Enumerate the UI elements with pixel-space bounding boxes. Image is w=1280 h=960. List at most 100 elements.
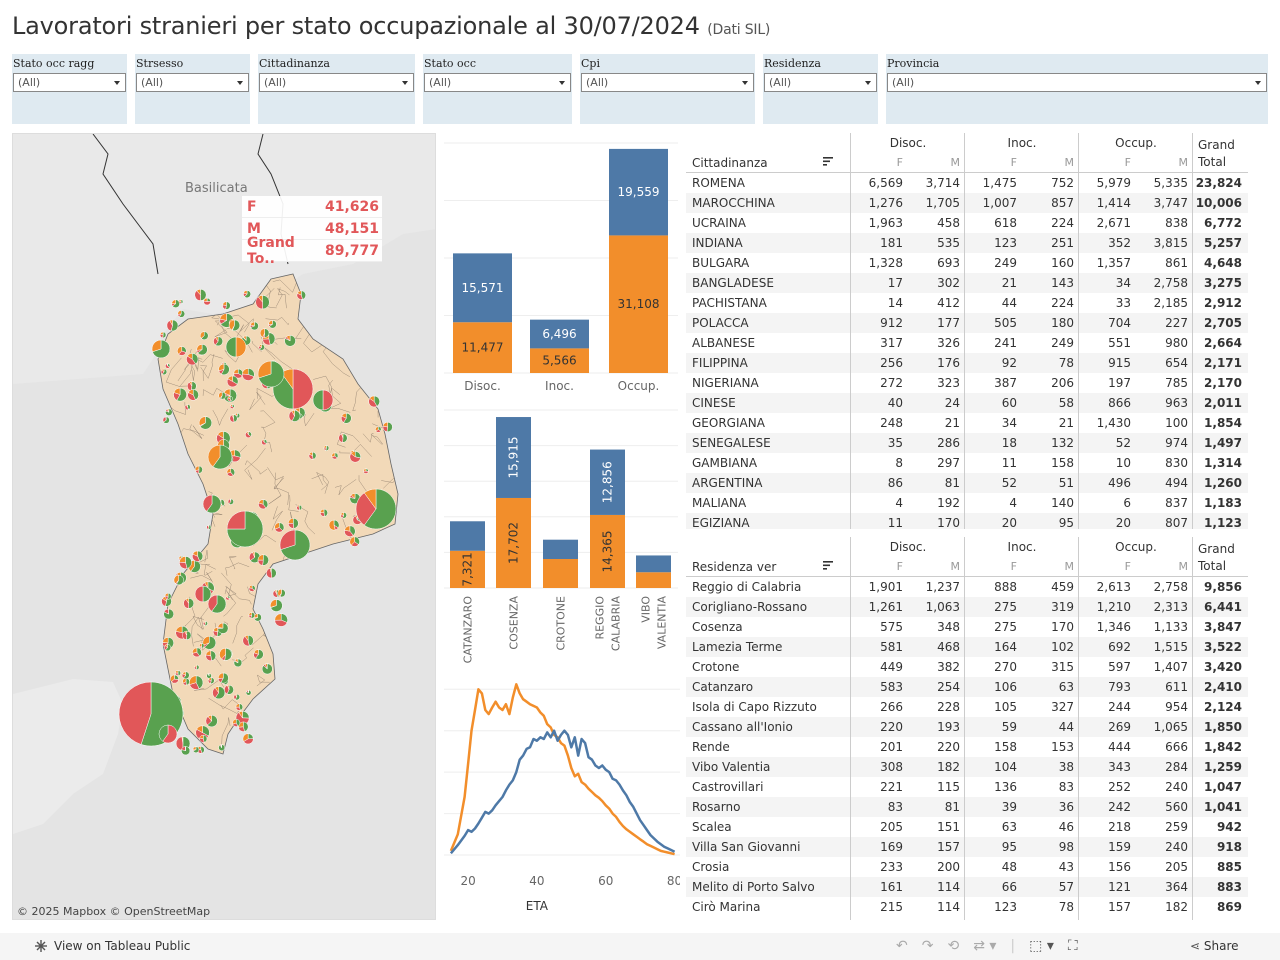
table-row[interactable]: Rende 201 220 158 153 444 666 1,842 [686,737,1248,757]
pie-marker[interactable] [178,299,184,304]
pie-marker[interactable] [344,525,356,537]
eta-line-chart[interactable]: 20 40 60 80 ETA [444,675,682,920]
share-button[interactable]: ⋖ Share [1190,939,1239,953]
pie-marker[interactable] [248,584,256,592]
pie-marker[interactable] [277,589,286,598]
map-view[interactable]: Basilicata F 41,626 M 48,151 Grand To.. 89,… [12,133,436,920]
pie-marker[interactable] [238,721,249,732]
pie-marker[interactable] [312,389,334,411]
pie-marker[interactable] [165,363,171,369]
pie-marker[interactable] [296,290,306,300]
pie-marker[interactable] [171,299,180,308]
pie-marker[interactable] [196,344,208,356]
pie-marker[interactable] [165,408,173,416]
table-row[interactable]: FILIPPINA 256 176 92 78 915 654 2,171 [686,353,1248,373]
pie-marker[interactable] [355,488,397,530]
table-row[interactable]: UCRAINA 1,963 458 618 224 2,671 838 6,772 [686,213,1248,233]
pie-marker[interactable] [192,550,204,562]
pie-marker[interactable] [206,524,212,530]
pie-marker[interactable] [257,360,285,388]
pie-marker[interactable] [274,522,285,533]
pie-marker[interactable] [245,431,252,438]
pie-marker[interactable] [250,321,259,331]
download-icon[interactable]: ⬚ ▾ [1029,938,1054,954]
pie-marker[interactable] [222,301,231,310]
pie-marker[interactable] [194,288,207,301]
line-series-f[interactable] [449,683,675,856]
fullscreen-icon[interactable]: ⛶ [1067,938,1078,954]
bar-f[interactable] [609,235,668,373]
pie-marker[interactable] [177,310,186,318]
pie-marker[interactable] [163,608,174,620]
pie-marker[interactable] [242,635,254,647]
bar-f[interactable] [496,497,531,588]
pie-marker[interactable] [253,649,264,660]
view-on-tableau-link[interactable]: View on Tableau Public [34,939,190,953]
filter-dropdown[interactable]: (All) [13,73,126,92]
pie-marker[interactable] [212,686,226,700]
pie-marker[interactable] [287,518,299,529]
pie-marker[interactable] [272,368,314,410]
column-header-dimension[interactable]: Residenza ver [692,560,777,574]
table-row[interactable]: Crotone 449 382 270 315 597 1,407 3,420 [686,657,1248,677]
pie-marker[interactable] [163,644,171,652]
pie-marker[interactable] [229,414,238,423]
pie-marker[interactable] [189,675,204,690]
pie-marker[interactable] [206,673,212,679]
map-canvas[interactable] [13,134,436,920]
column-header-dimension[interactable]: Cittadinanza [692,156,768,170]
pie-marker[interactable] [227,395,233,402]
provincia-bar-chart[interactable]: 7,321 CATANZARO 17,702 15,915 COSENZA CROTONE… [444,402,678,670]
pie-marker[interactable] [151,339,171,359]
pie-marker[interactable] [382,421,393,433]
pie-marker[interactable] [175,670,181,676]
table-row[interactable]: PACHISTANA 14 412 44 224 33 2,185 2,912 [686,293,1248,313]
pie-marker[interactable] [248,612,255,619]
pie-marker[interactable] [229,404,235,409]
table-row[interactable]: Rosarno 83 81 39 36 242 560 1,041 [686,797,1248,817]
pie-marker[interactable] [218,363,230,375]
bar-m[interactable] [530,319,589,349]
table-row[interactable]: BANGLADESE 17 302 21 143 34 2,758 3,275 [686,273,1248,293]
pie-marker[interactable] [213,336,223,347]
pie-marker[interactable] [192,746,200,753]
filter-dropdown[interactable]: (All) [887,73,1267,92]
filter-dropdown[interactable]: (All) [764,73,877,92]
pie-marker[interactable] [186,353,199,366]
pie-marker[interactable] [198,416,212,430]
pie-marker[interactable] [331,452,339,460]
bar-m[interactable] [636,555,671,573]
pie-marker[interactable] [296,504,303,511]
table-row[interactable]: GAMBIANA 8 297 11 158 10 830 1,314 [686,453,1248,473]
table-row[interactable]: Corigliano-Rossano 1,261 1,063 275 319 1,210 2… [686,597,1248,617]
pie-marker[interactable] [224,684,234,695]
pie-marker[interactable] [164,592,172,600]
table-row[interactable]: MAROCCHINA 1,276 1,705 1,007 857 1,414 3,747 10… [686,193,1248,213]
pie-marker[interactable] [243,290,251,298]
filter-dropdown[interactable]: (All) [259,73,414,92]
bar-f[interactable] [530,348,589,373]
pie-marker[interactable] [179,556,192,569]
bar-f[interactable] [590,514,625,588]
pie-marker[interactable] [349,451,361,463]
pie-marker[interactable] [375,426,382,433]
pie-marker[interactable] [194,585,212,603]
pie-marker[interactable] [255,295,270,310]
pie-marker[interactable] [202,494,222,514]
pie-marker[interactable] [192,647,202,658]
pie-marker[interactable] [205,714,218,728]
revert-icon[interactable]: ⟲ [947,938,960,954]
pie-marker[interactable] [261,439,268,446]
pie-marker[interactable] [199,331,209,340]
table-row[interactable]: Cosenza 575 348 275 170 1,346 1,133 3,847 [686,617,1248,637]
pie-marker[interactable] [249,551,261,563]
pie-marker[interactable] [328,519,340,531]
map-attribution[interactable]: © 2025 Mapbox © OpenStreetMap [17,905,211,918]
pie-marker[interactable] [219,647,232,661]
sort-icon[interactable] [823,157,833,166]
pie-marker[interactable] [368,395,380,408]
pie-marker[interactable] [177,346,187,356]
pie-marker[interactable] [187,389,199,401]
pie-marker[interactable] [173,574,184,586]
pie-marker[interactable] [242,733,254,745]
